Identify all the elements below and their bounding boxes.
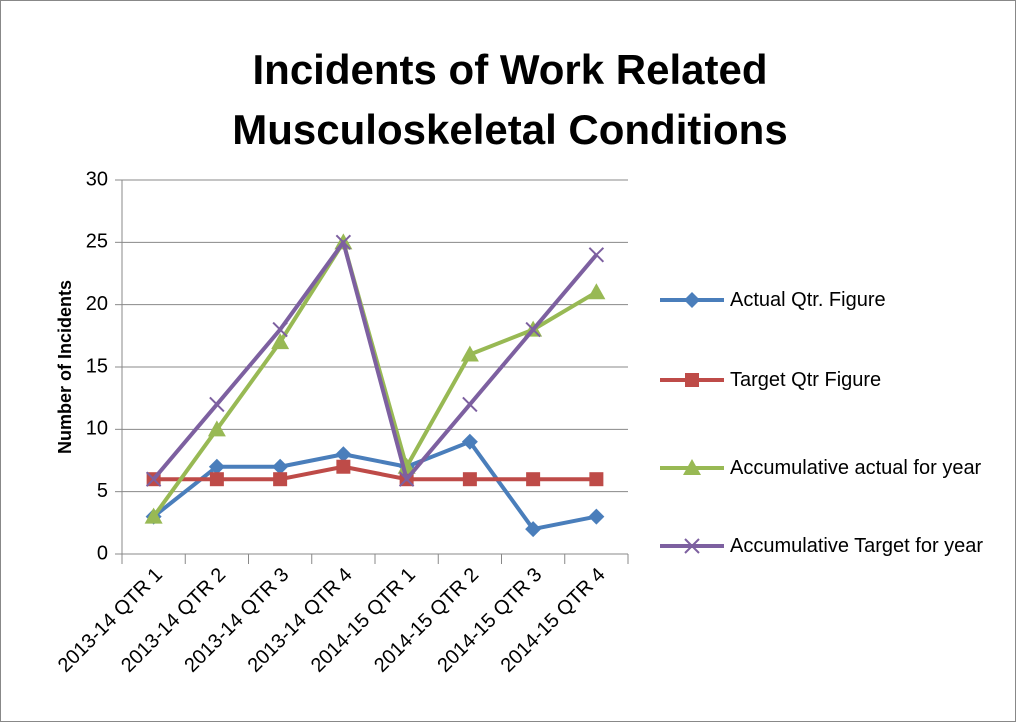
- series-line: [153, 464, 597, 482]
- legend-label: Actual Qtr. Figure: [730, 289, 886, 311]
- marker: [588, 508, 605, 525]
- y-tick-label: 25: [86, 231, 108, 253]
- marker: [272, 458, 289, 475]
- marker: [462, 396, 478, 413]
- marker: [684, 538, 700, 554]
- series-line: [152, 439, 597, 532]
- marker: [460, 345, 479, 362]
- marker: [335, 234, 352, 251]
- marker: [461, 433, 478, 450]
- marker: [209, 396, 225, 413]
- marker: [207, 420, 226, 437]
- marker: [398, 471, 415, 487]
- marker: [209, 472, 224, 487]
- marker: [272, 321, 288, 338]
- marker: [271, 333, 290, 350]
- legend-label: Target Qtr Figure: [730, 369, 882, 391]
- marker: [335, 446, 352, 463]
- marker: [145, 471, 162, 487]
- series-line: [152, 240, 598, 482]
- marker: [685, 373, 699, 387]
- marker: [684, 292, 700, 308]
- y-tick-label: 5: [97, 480, 108, 502]
- y-tick-label: 30: [86, 168, 108, 190]
- marker: [462, 472, 477, 487]
- marker: [683, 459, 701, 475]
- chart-title: Incidents of Work Related Musculoskeleta…: [232, 46, 788, 153]
- y-axis-label: Number of Incidents: [55, 280, 75, 454]
- y-tick-label: 15: [86, 355, 108, 377]
- marker: [525, 321, 541, 338]
- legend-label: Accumulative actual for year: [730, 457, 982, 479]
- marker: [144, 507, 163, 524]
- marker: [587, 283, 606, 300]
- y-tick-label: 20: [86, 293, 108, 315]
- marker: [526, 472, 541, 487]
- marker: [589, 472, 604, 487]
- legend-label: Accumulative Target for year: [730, 535, 984, 557]
- y-tick-label: 0: [97, 542, 108, 564]
- marker: [208, 458, 225, 475]
- marker: [588, 247, 605, 263]
- marker: [525, 521, 542, 538]
- marker: [336, 459, 351, 474]
- y-tick-label: 10: [86, 418, 108, 440]
- marker: [273, 472, 288, 487]
